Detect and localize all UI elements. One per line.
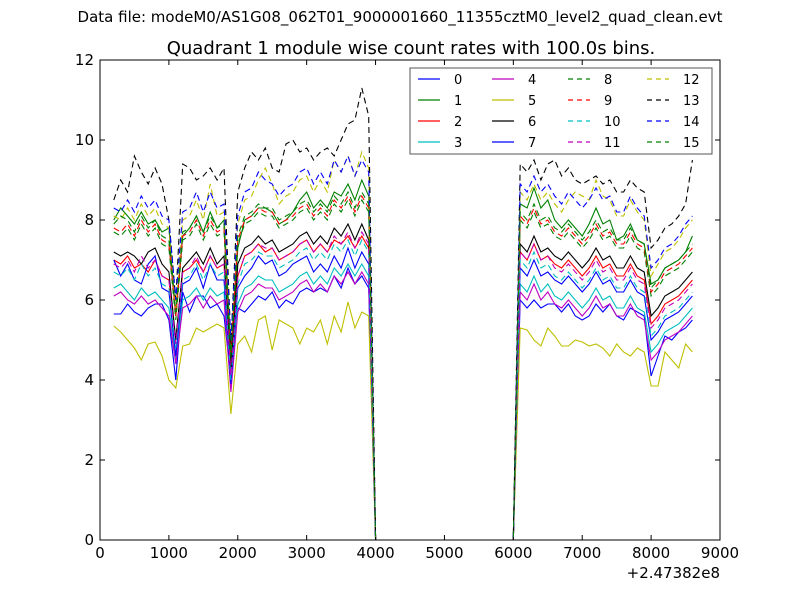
x-tick-label: 3000 — [288, 544, 326, 562]
x-tick-label: 2000 — [219, 544, 257, 562]
y-tick-label: 0 — [84, 531, 94, 549]
legend-label-1: 1 — [454, 94, 462, 109]
x-tick-label: 8000 — [632, 544, 670, 562]
series-line-14 — [113, 154, 693, 541]
series-line-7 — [113, 246, 693, 541]
x-tick-label: 7000 — [563, 544, 601, 562]
y-tick-label: 6 — [84, 291, 94, 309]
series-line-12 — [113, 150, 693, 541]
legend-label-13: 13 — [683, 94, 700, 109]
plot-frame — [99, 59, 721, 541]
y-tick-label: 2 — [84, 451, 94, 469]
legend-label-3: 3 — [454, 136, 462, 151]
x-tick-label: 1000 — [150, 544, 188, 562]
series-line-5 — [113, 301, 693, 541]
x-tick-label: 0 — [95, 544, 105, 562]
chart-title-layer: Quadrant 1 module wise count rates with … — [167, 38, 656, 59]
series-line-4 — [113, 270, 693, 541]
series-line-15 — [113, 190, 693, 541]
x-tick-label: 4000 — [356, 544, 394, 562]
series-line-0 — [113, 266, 693, 541]
series-line-11 — [113, 230, 693, 541]
figure-supertitle: Data file: modeM0/AS1G08_062T01_90000016… — [77, 8, 723, 26]
legend-label-7: 7 — [528, 136, 536, 151]
legend-label-8: 8 — [604, 73, 612, 88]
legend-label-9: 9 — [604, 94, 612, 109]
series-layer — [113, 87, 693, 541]
series-line-3 — [113, 262, 693, 541]
y-tick-label: 4 — [84, 371, 94, 389]
x-tick-label: 9000 — [701, 544, 739, 562]
legend-label-5: 5 — [528, 94, 536, 109]
series-line-10 — [113, 238, 693, 541]
legend-label-4: 4 — [528, 73, 536, 88]
x-tick-label: 5000 — [425, 544, 463, 562]
chart-title: Quadrant 1 module wise count rates with … — [167, 38, 656, 59]
legend-label-12: 12 — [683, 73, 700, 88]
legend-label-2: 2 — [454, 115, 462, 130]
y-tick-label: 8 — [84, 211, 94, 229]
legend-frame — [409, 67, 713, 155]
x-axis-offset-label: +2.47382e8 — [627, 564, 720, 582]
legend-label-6: 6 — [528, 115, 536, 130]
series-line-13 — [113, 87, 693, 541]
series-line-8 — [113, 198, 693, 541]
series-line-6 — [113, 222, 693, 541]
series-line-9 — [113, 194, 693, 541]
y-tick-label: 10 — [75, 131, 94, 149]
legend-label-14: 14 — [683, 115, 700, 130]
x-tick-label: 6000 — [494, 544, 532, 562]
y-tick-label: 12 — [75, 51, 94, 69]
legend-label-11: 11 — [604, 136, 621, 151]
legend-label-10: 10 — [604, 115, 621, 130]
legend-label-0: 0 — [454, 73, 462, 88]
legend-label-15: 15 — [683, 136, 700, 151]
